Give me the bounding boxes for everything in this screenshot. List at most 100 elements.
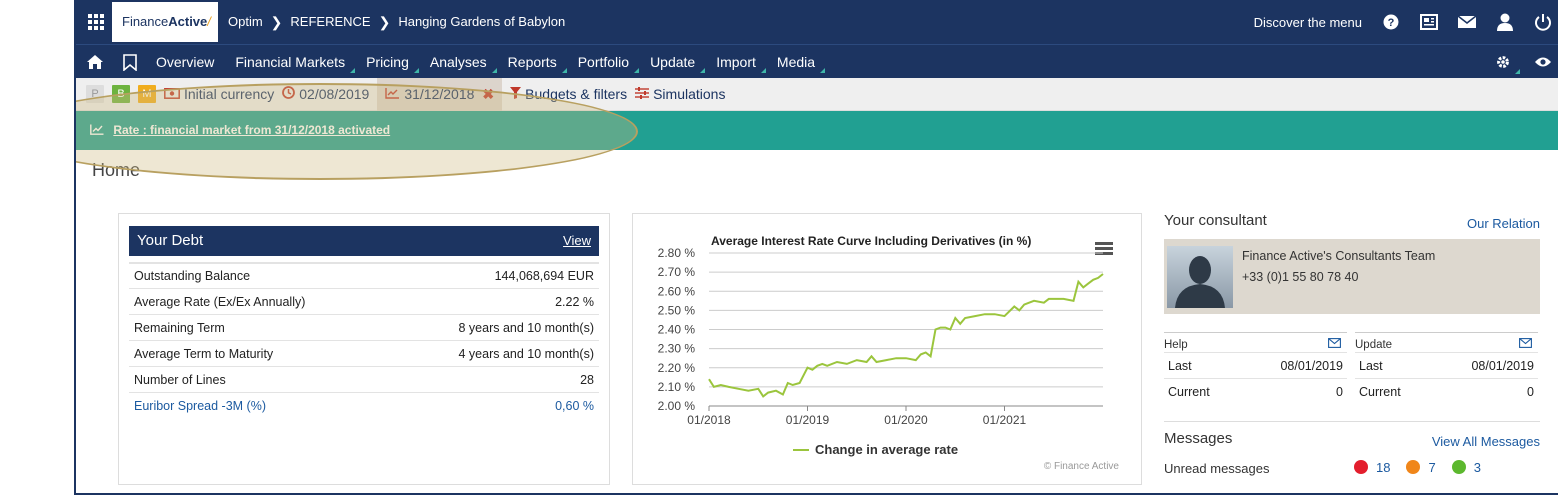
row-value: 28 [580,372,594,387]
mail-icon[interactable] [1519,333,1532,357]
svg-text:?: ? [1388,17,1395,29]
help-current-row: Current 0 [1164,378,1347,404]
news-icon[interactable] [1420,13,1438,31]
update-title-label: Update [1355,339,1393,351]
simulations-label: Simulations [653,86,726,102]
nav-overview[interactable]: Overview [156,54,215,70]
nav-update[interactable]: Update [650,54,706,73]
divider [1164,421,1540,422]
settings-gear-icon[interactable] [1496,53,1520,74]
date-label: 02/08/2019 [299,86,370,102]
unread-count[interactable]: 7 [1406,460,1436,475]
row-label: Outstanding Balance [134,269,251,283]
nav-reports[interactable]: Reports [508,54,567,73]
rate-date-filter[interactable]: 31/12/2018 ✖ [377,77,503,111]
consultant-avatar [1167,246,1233,308]
unread-count[interactable]: 3 [1451,460,1481,475]
help-current-value: 0 [1336,384,1343,399]
y-tick-label: 2.30 % [658,342,696,356]
messages-title: Messages [1164,430,1233,447]
chart-menu-icon[interactable] [1095,242,1113,257]
x-tick-label: 01/2018 [687,413,731,427]
date-filter[interactable]: 02/08/2019 [282,86,369,102]
help-icon[interactable]: ? [1382,13,1400,31]
currency-filter[interactable]: Initial currency [164,86,274,102]
nav-financial-markets[interactable]: Financial Markets [235,54,355,73]
power-icon[interactable] [1534,13,1552,31]
update-current-label: Current [1359,384,1401,399]
top-right-tools: Discover the menu ? [1254,0,1552,44]
unread-count-value: 3 [1473,460,1481,475]
mode-b-button[interactable]: B [112,85,130,103]
consultant-box: Finance Active's Consultants Team +33 (0… [1164,239,1540,314]
simulations-filter[interactable]: Simulations [635,86,725,102]
debt-table: Outstanding Balance 144,068,694 EUR Averag… [129,262,599,418]
nav-analyses[interactable]: Analyses [430,54,497,73]
series-line[interactable] [708,273,1104,398]
main-nav: Overview Financial Markets Pricing Analy… [76,44,1558,78]
table-row: Outstanding Balance 144,068,694 EUR [129,262,599,288]
our-relation-link[interactable]: Our Relation [1467,216,1540,231]
unread-messages-label: Unread messages [1164,461,1270,476]
y-tick-label: 2.60 % [658,284,696,298]
budgets-filter[interactable]: Budgets & filters [510,86,627,102]
activation-link[interactable]: Rate : financial market from 31/12/2018 … [113,123,391,137]
nav-pricing[interactable]: Pricing [366,54,419,73]
rate-date-label: 31/12/2018 [404,86,475,102]
table-row: Average Rate (Ex/Ex Annually) 2.22 % [129,288,599,314]
nav-portfolio[interactable]: Portfolio [578,54,640,73]
bookmark-icon[interactable] [121,53,139,71]
banknote-icon [164,86,180,102]
debt-view-link[interactable]: View [563,233,591,248]
update-current-value: 0 [1527,384,1534,399]
apps-grid-icon[interactable] [88,14,104,30]
mode-m-button[interactable]: M [138,85,156,103]
row-label: Average Rate (Ex/Ex Annually) [134,294,306,309]
status-dot-icon [1451,460,1466,474]
discover-menu-link[interactable]: Discover the menu [1253,14,1362,30]
row-label: Euribor Spread -3M (%) [134,398,266,413]
update-last-label: Last [1359,358,1383,373]
chevron-right-icon: ❯ [378,14,391,30]
activation-banner: Rate : financial market from 31/12/2018 … [76,111,1558,150]
logo[interactable]: FinanceActive/ [112,2,218,42]
close-icon[interactable]: ✖ [482,85,495,102]
app-frame: FinanceActive/ Optim ❯ REFERENCE ❯ Hangi… [74,0,1558,495]
crumb-optim[interactable]: Optim [228,14,263,29]
debt-card: Your Debt View Outstanding Balance 144,06… [118,213,610,485]
help-current-label: Current [1168,384,1210,399]
view-all-messages-link[interactable]: View All Messages [1431,434,1540,449]
update-last-row: Last 08/01/2019 [1355,352,1538,378]
clock-icon [282,86,296,102]
page-title: Home [92,160,141,180]
chart-legend[interactable]: Change in average rate [793,442,958,457]
crumb-reference[interactable]: REFERENCE [290,14,371,29]
table-row[interactable]: Euribor Spread -3M (%) 0,60 % [129,392,599,418]
nav-media[interactable]: Media [777,54,826,73]
row-label: Average Term to Maturity [134,346,274,361]
row-value: 144,068,694 EUR [494,269,594,283]
mail-icon[interactable] [1328,333,1341,357]
chart-card: Average Interest Rate Curve Including De… [632,213,1142,485]
right-column: Your consultant Our Relation Finance Act… [1164,212,1542,476]
nav-import[interactable]: Import [716,54,766,73]
unread-count[interactable]: 18 [1354,460,1390,475]
status-dot-icon [1354,460,1368,474]
debt-card-header: Your Debt View [129,226,599,256]
top-bar: FinanceActive/ Optim ❯ REFERENCE ❯ Hangi… [76,0,1558,44]
row-label: Remaining Term [134,320,225,335]
user-icon[interactable] [1496,13,1514,31]
mail-icon[interactable] [1458,13,1476,31]
consultant-phone: +33 (0)1 55 80 78 40 [1242,270,1359,284]
eye-icon[interactable] [1534,53,1552,71]
logo-text-a: Finance [122,14,169,29]
crumb-entity[interactable]: Hanging Gardens of Babylon [398,14,566,29]
logo-slash-icon: / [207,14,211,29]
home-icon[interactable] [86,53,104,71]
help-last-row: Last 08/01/2019 [1164,352,1347,378]
update-last-value: 08/01/2019 [1471,358,1534,373]
mode-p-button[interactable]: P [86,85,104,103]
y-tick-label: 2.40 % [658,323,696,337]
unread-count-value: 7 [1428,460,1436,475]
chart-plot: 2.80 % 2.70 % 2.60 % 2.50 % 2.40 % 2.30 % 2.20… [658,246,1104,427]
